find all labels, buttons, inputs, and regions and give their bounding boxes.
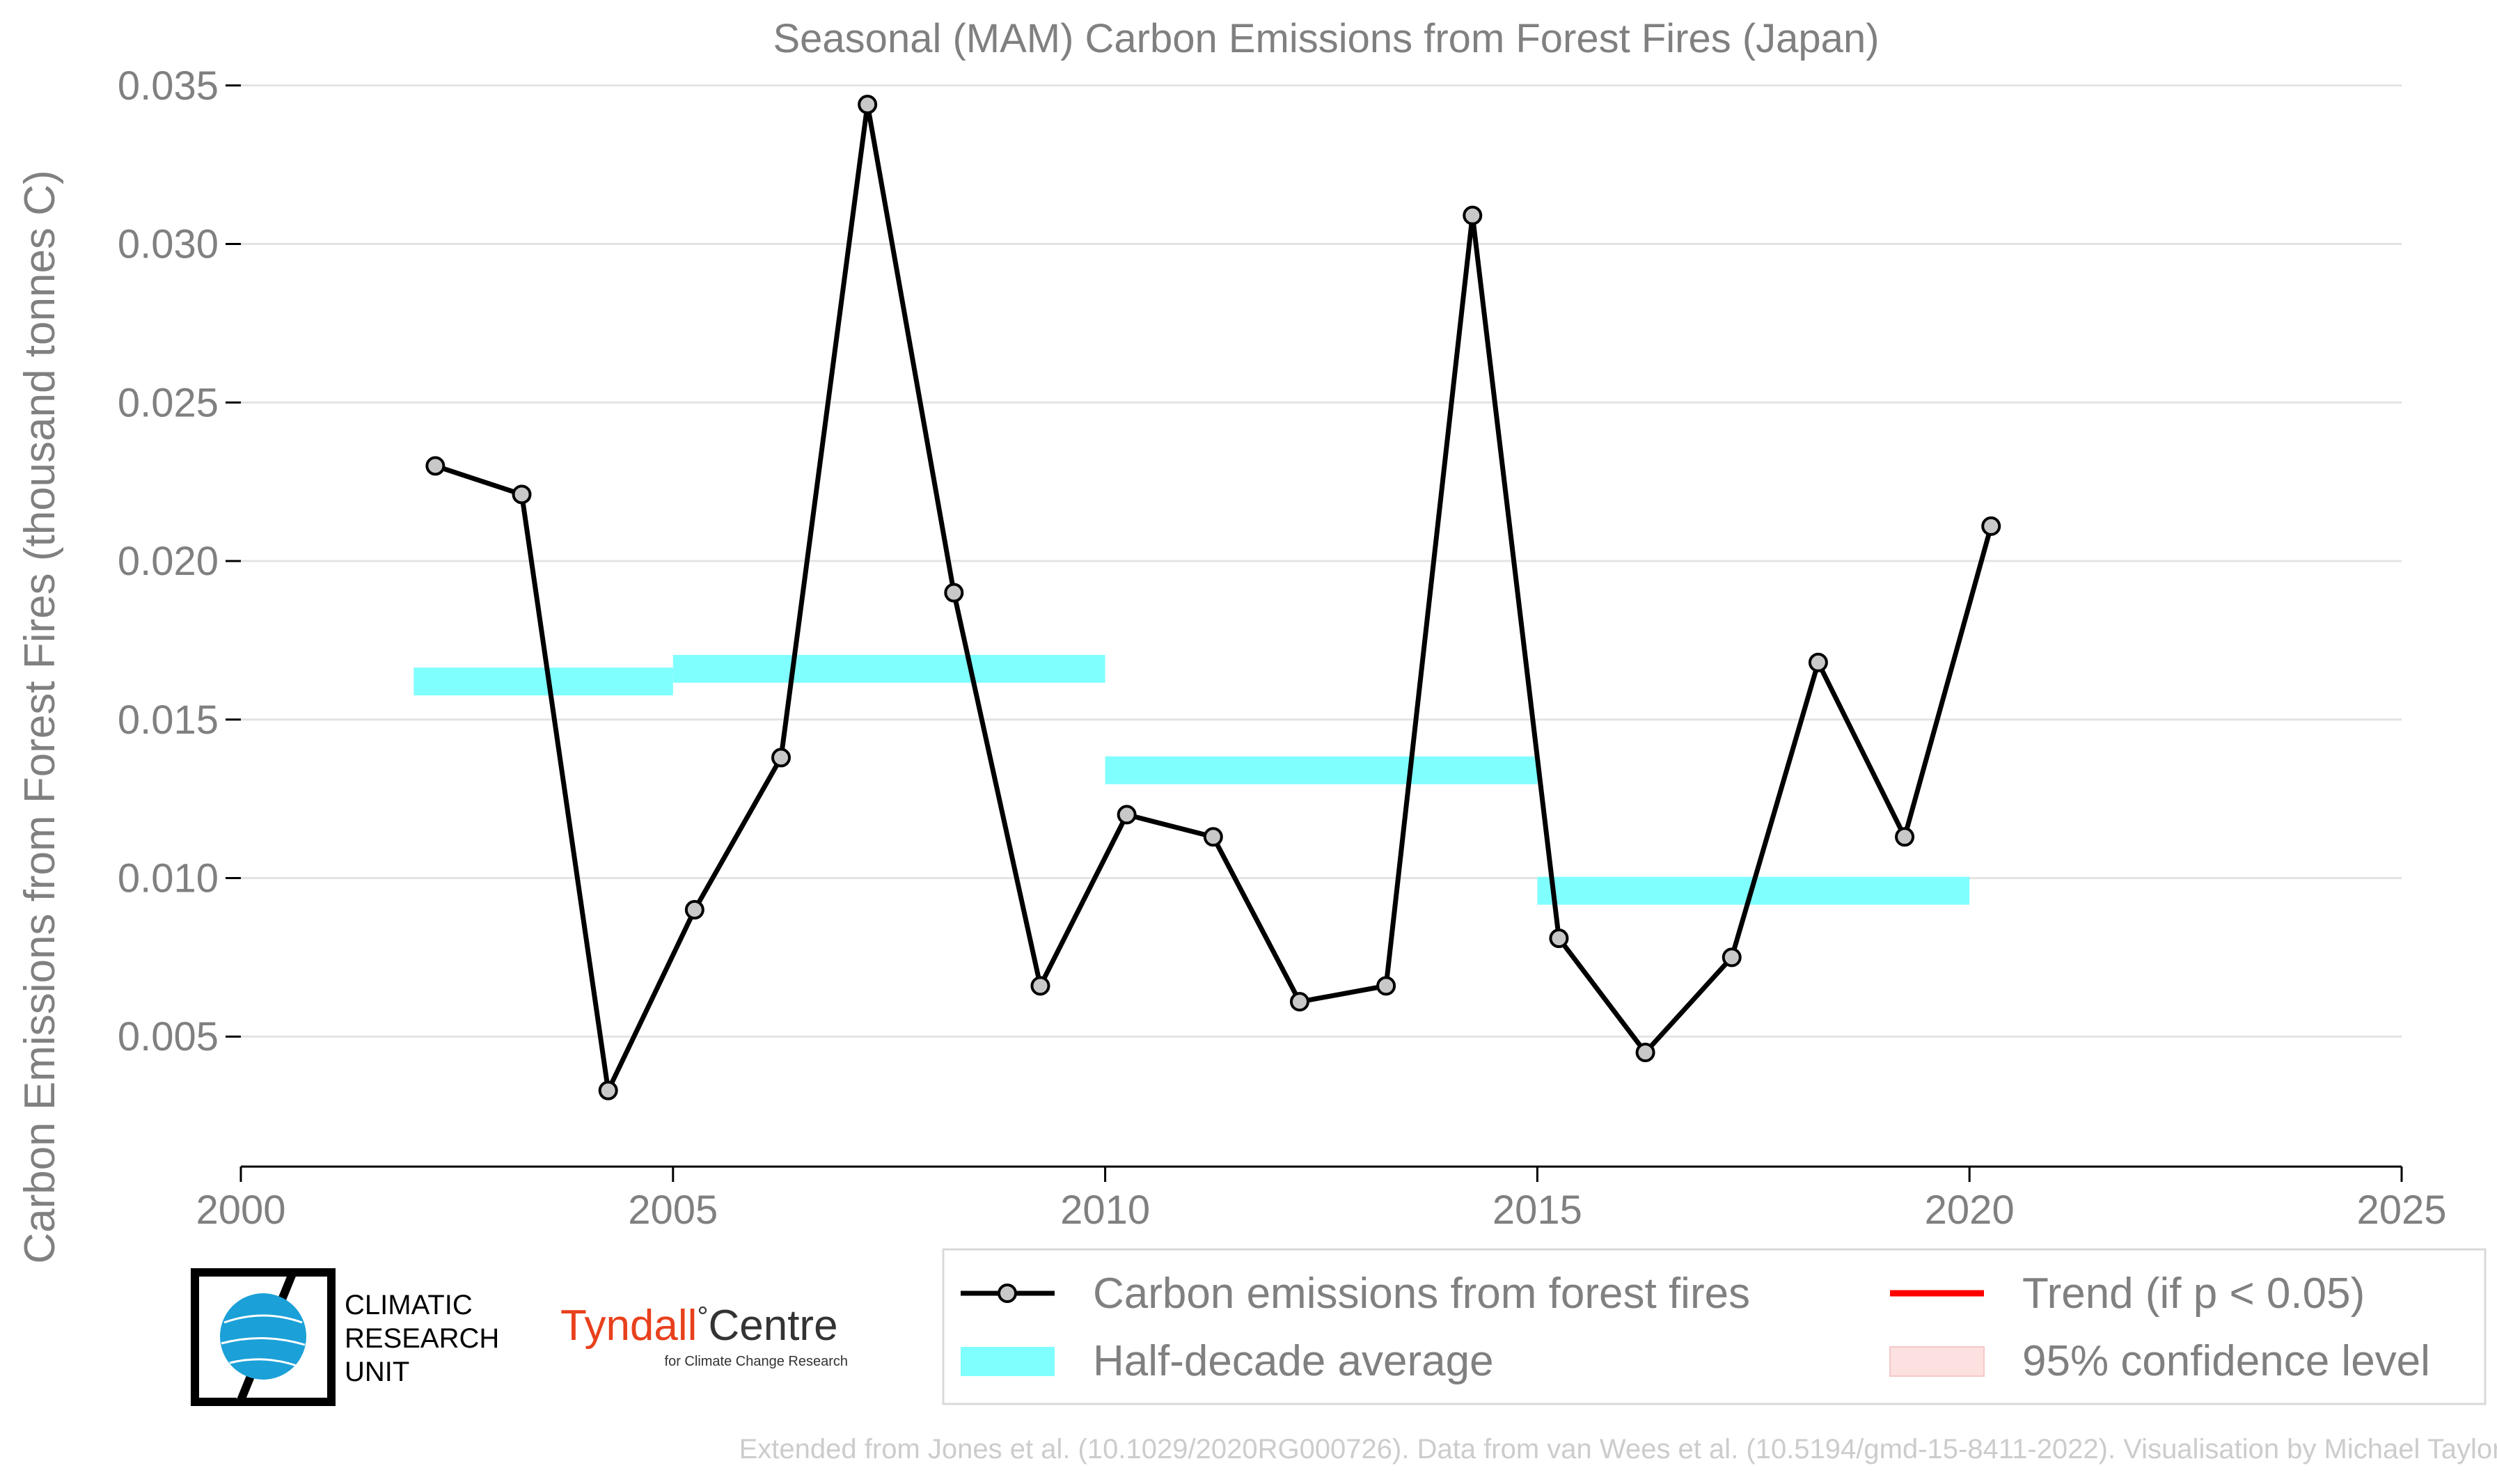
tyndall-degree: ° — [697, 1302, 708, 1332]
globe-lines — [221, 1314, 306, 1367]
emissions-point — [1289, 992, 1309, 1012]
x-tick-label: 2015 — [1492, 1187, 1582, 1233]
series — [425, 95, 2001, 1100]
y-tick-label: 0.015 — [118, 697, 219, 743]
legend-box — [942, 1248, 2487, 1405]
emissions-point — [858, 95, 878, 115]
chart-title: Seasonal (MAM) Carbon Emissions from For… — [773, 16, 1879, 61]
footer-credits: Extended from Jones et al. (10.1029/2020… — [739, 1434, 2497, 1465]
tyndall-name: Tyndall — [560, 1302, 697, 1350]
emissions-point — [1895, 827, 1915, 847]
y-tick-label: 0.030 — [118, 222, 219, 267]
emissions-point — [1808, 652, 1828, 672]
legend-trend-label: Trend (if p < 0.05) — [2022, 1270, 2365, 1318]
emissions-point — [944, 583, 964, 603]
legend-emissions-label: Carbon emissions from forest fires — [1093, 1270, 1750, 1318]
emissions-point — [1376, 976, 1396, 996]
emissions-point — [512, 484, 532, 505]
svg-text:Tyndall°Centre: Tyndall°Centre — [560, 1302, 838, 1350]
emissions-point — [684, 900, 704, 920]
tyndall-subtitle: for Climate Change Research — [665, 1354, 848, 1369]
emissions-point — [598, 1080, 618, 1100]
cru-line-3: UNIT — [345, 1357, 409, 1387]
emissions-point — [1203, 827, 1223, 847]
half-decade-average-bar — [672, 654, 1105, 683]
half-decade-average-bar — [1105, 756, 1538, 784]
y-axis-label: Carbon Emissions from Forest Fires (thou… — [16, 170, 64, 1263]
legend-average-swatch — [961, 1347, 1055, 1376]
legend-confidence-swatch — [1889, 1346, 1985, 1377]
legend-emissions-marker — [998, 1284, 1017, 1303]
y-tick-label: 0.010 — [118, 856, 219, 901]
grid — [241, 84, 2402, 1038]
emissions-point — [1030, 976, 1050, 996]
y-tick-label: 0.025 — [118, 380, 219, 425]
cru-logo: CLIMATIC RESEARCH UNIT — [191, 1268, 499, 1406]
cru-line-2: RESEARCH — [345, 1323, 499, 1354]
legend: Carbon emissions from forest fires Half-… — [942, 1248, 2487, 1405]
x-tick-label: 2000 — [196, 1187, 285, 1233]
emissions-point — [1635, 1043, 1655, 1063]
x-tick-label: 2025 — [2356, 1187, 2446, 1233]
y-ticks: 0.005 0.010 0.015 0.020 0.025 0.030 0.035 — [118, 63, 241, 1059]
half-decade-average-bars — [413, 654, 1970, 905]
legend-confidence-label: 95% confidence level — [2022, 1337, 2430, 1385]
x-tick-label: 2020 — [1925, 1187, 2015, 1233]
x-tick-label: 2010 — [1060, 1187, 1150, 1233]
y-tick-label: 0.020 — [118, 539, 219, 584]
emissions-line — [434, 102, 1994, 1094]
emissions-point — [771, 748, 791, 768]
cru-line-1: CLIMATIC — [345, 1290, 473, 1320]
tyndall-centre: Centre — [708, 1302, 837, 1350]
emissions-point — [1549, 929, 1569, 949]
emissions-point — [1722, 947, 1742, 968]
globe-icon — [220, 1293, 306, 1380]
emissions-point — [1117, 805, 1137, 825]
emissions-point — [1463, 205, 1483, 226]
legend-average-label: Half-decade average — [1093, 1337, 1494, 1385]
emissions-point — [1981, 516, 2001, 536]
x-ticks: 2000 2005 2010 2015 2020 2025 — [196, 1167, 2447, 1233]
tyndall-logo: Tyndall°Centre for Climate Change Resear… — [560, 1302, 848, 1369]
x-tick-label: 2005 — [628, 1187, 718, 1233]
cru-logo-bracket-left — [191, 1268, 278, 1406]
y-tick-label: 0.005 — [118, 1014, 219, 1059]
half-decade-average-bar — [413, 668, 673, 696]
emissions-point — [425, 456, 446, 476]
y-tick-label: 0.035 — [118, 63, 219, 109]
